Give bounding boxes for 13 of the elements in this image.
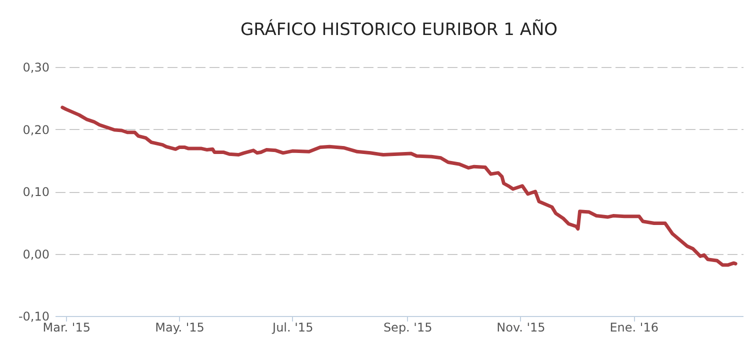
y-tick-label: 0,00 — [22, 247, 50, 262]
x-tick-label: Jul. '15 — [272, 320, 314, 334]
y-tick-label: 0,10 — [22, 185, 50, 199]
chart-title: GRÁFICO HISTORICO EURIBOR 1 AÑO — [240, 19, 558, 40]
x-tick-label: Ene. '16 — [610, 320, 658, 334]
x-tick-label: Sep. '15 — [383, 320, 432, 334]
x-tick-label: Nov. '15 — [496, 320, 546, 334]
y-tick-label: 0,30 — [22, 60, 50, 74]
x-tick-label: Mar. '15 — [42, 320, 90, 334]
x-tick-label: May. '15 — [155, 320, 204, 334]
y-tick-label: -0,10 — [18, 310, 50, 324]
line-series — [60, 106, 738, 267]
y-tick-label: 0,20 — [22, 122, 50, 137]
